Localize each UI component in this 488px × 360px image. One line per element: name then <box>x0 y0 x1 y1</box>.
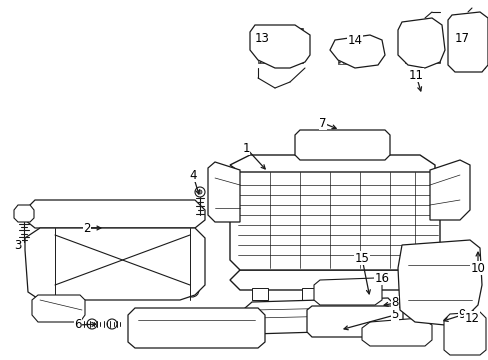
Bar <box>356 133 364 156</box>
Polygon shape <box>447 12 487 72</box>
Bar <box>314 309 324 333</box>
Text: 15: 15 <box>354 252 368 265</box>
Polygon shape <box>397 18 444 68</box>
Text: 17: 17 <box>453 32 468 45</box>
Text: 1: 1 <box>242 141 249 154</box>
Bar <box>334 133 342 156</box>
Circle shape <box>107 319 117 329</box>
Bar <box>374 309 383 333</box>
Bar <box>362 309 371 333</box>
Circle shape <box>195 187 204 197</box>
Polygon shape <box>443 312 485 355</box>
Polygon shape <box>361 318 431 346</box>
Polygon shape <box>313 278 381 305</box>
Text: 6: 6 <box>74 319 81 332</box>
Bar <box>451 318 481 350</box>
Bar <box>404 28 439 63</box>
Text: 13: 13 <box>254 32 269 45</box>
Polygon shape <box>244 298 394 334</box>
Text: 5: 5 <box>390 309 398 321</box>
Circle shape <box>198 190 202 194</box>
Bar <box>378 133 386 156</box>
Text: 2: 2 <box>83 221 91 234</box>
Text: 16: 16 <box>374 271 389 284</box>
Polygon shape <box>429 160 469 220</box>
Polygon shape <box>251 288 267 300</box>
Bar <box>337 42 377 64</box>
Bar <box>386 309 395 333</box>
Bar <box>312 133 320 156</box>
Text: 11: 11 <box>407 68 423 81</box>
Bar <box>258 28 303 63</box>
Text: 3: 3 <box>14 239 21 252</box>
Bar <box>454 20 484 68</box>
Polygon shape <box>14 205 34 222</box>
Polygon shape <box>401 288 417 300</box>
Polygon shape <box>397 240 481 325</box>
Text: 8: 8 <box>390 297 398 310</box>
Polygon shape <box>25 228 204 300</box>
Bar <box>324 133 331 156</box>
Polygon shape <box>229 170 439 270</box>
Polygon shape <box>249 25 309 68</box>
Polygon shape <box>294 130 389 160</box>
Bar <box>302 133 309 156</box>
Bar <box>346 133 353 156</box>
Polygon shape <box>302 288 317 300</box>
Text: 9: 9 <box>457 309 465 321</box>
Text: 10: 10 <box>469 261 485 274</box>
Polygon shape <box>207 162 240 222</box>
Bar <box>407 252 472 312</box>
Polygon shape <box>306 306 402 337</box>
Polygon shape <box>229 270 439 290</box>
Circle shape <box>87 319 97 329</box>
Bar <box>338 309 347 333</box>
Text: 4: 4 <box>189 168 196 181</box>
Polygon shape <box>229 155 434 172</box>
Text: 14: 14 <box>347 33 362 46</box>
Bar <box>323 282 377 302</box>
Bar <box>244 272 426 287</box>
Bar <box>367 133 375 156</box>
Polygon shape <box>25 200 204 228</box>
Bar <box>350 309 359 333</box>
Polygon shape <box>128 308 264 348</box>
Bar <box>326 309 335 333</box>
Polygon shape <box>351 288 367 300</box>
Polygon shape <box>32 295 85 322</box>
Polygon shape <box>329 35 384 68</box>
Text: 12: 12 <box>464 311 479 324</box>
Text: 7: 7 <box>319 117 326 130</box>
